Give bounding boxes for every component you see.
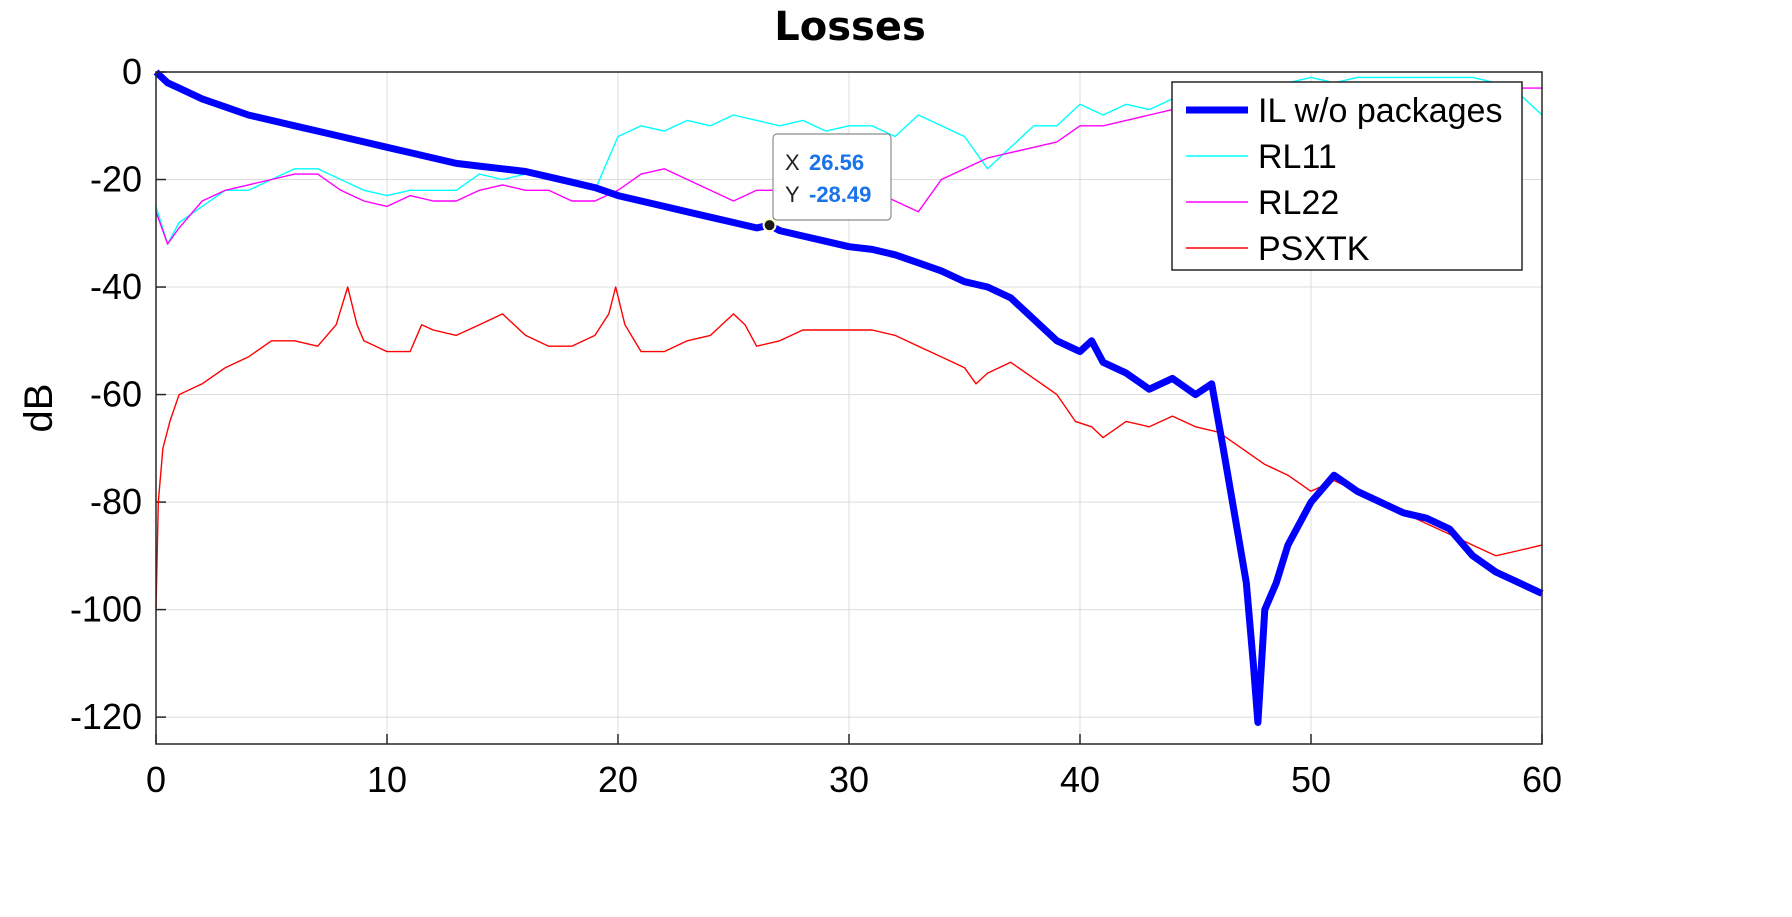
x-tick-label: 30 (829, 759, 869, 800)
legend[interactable]: IL w/o packages RL11 RL22 PSXTK (1171, 81, 1523, 271)
tick-labels: 0 10 20 30 40 50 60 0 -20 -40 -60 -80 -100 -120 (70, 51, 1562, 800)
y-tick-label: -40 (90, 266, 142, 307)
y-tick-label: -20 (90, 159, 142, 200)
datatip-x-value: 26.56 (809, 150, 864, 175)
y-tick-label: -80 (90, 481, 142, 522)
series-line-psxtk (155, 286, 1543, 610)
legend-label: PSXTK (1258, 230, 1370, 268)
datatip-box (772, 133, 892, 221)
legend-label: IL w/o packages (1258, 92, 1502, 130)
y-tick-label: 0 (122, 51, 142, 92)
series-line-rl11 (155, 76, 1543, 245)
datatip-y-value: -28.49 (809, 182, 871, 207)
series-line-il-w-o-packages (153, 69, 1544, 726)
y-axis-label: dB (17, 384, 61, 433)
y-tick-label: -100 (70, 589, 142, 630)
x-tick-label: 0 (146, 759, 166, 800)
x-tick-label: 50 (1291, 759, 1331, 800)
datatip-x-key: X (785, 150, 800, 175)
y-tick-label: -120 (70, 696, 142, 737)
datatip-marker[interactable] (762, 218, 777, 233)
legend-label: RL11 (1258, 138, 1337, 176)
x-tick-label: 20 (598, 759, 638, 800)
x-tick-label: 40 (1060, 759, 1100, 800)
y-tick-label: -60 (90, 374, 142, 415)
datatip[interactable]: X 26.56 Y -28.49 (762, 133, 892, 233)
chart-title: Losses (774, 4, 926, 50)
datatip-y-key: Y (785, 182, 800, 207)
axes-box (155, 71, 1543, 745)
x-tick-label: 10 (367, 759, 407, 800)
x-tick-label: 60 (1522, 759, 1562, 800)
legend-label: RL22 (1258, 184, 1339, 222)
